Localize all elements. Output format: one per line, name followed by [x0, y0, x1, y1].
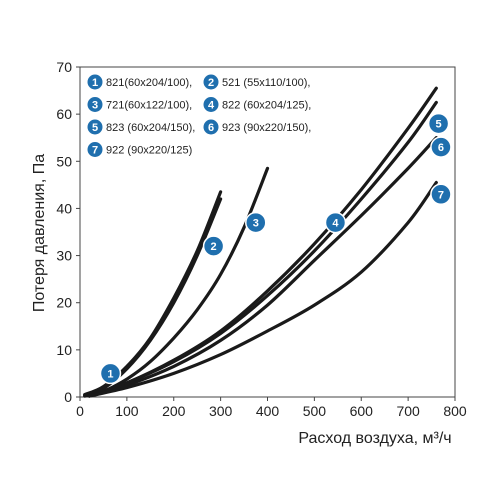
curve-badge-7: 7: [430, 183, 452, 206]
y-tick-label: 40: [56, 200, 72, 216]
curve-badge-6: 6: [430, 136, 452, 158]
badge-circle: [430, 136, 452, 158]
badge-circle: [245, 211, 267, 234]
legend-badge-number: 3: [92, 100, 98, 112]
legend-item-5: 5 823 (60x204/150),: [87, 119, 195, 135]
badge-circle: [427, 112, 450, 135]
legend-item-6: 6 923 (90x220/150),: [203, 119, 311, 135]
legend-item-2: 2 521 (55x110/100),: [203, 74, 310, 90]
legend-label: 823 (60x204/150),: [106, 122, 195, 134]
y-tick-label: 70: [56, 59, 72, 75]
badge-circle: [202, 235, 225, 257]
legend-badge: [87, 119, 103, 135]
curve-badge-2: 2: [202, 235, 225, 257]
legend: 1 821(60x204/100), 2 521 (55x110/100), 3 721(…: [87, 74, 311, 157]
series-line-2: [83, 197, 223, 398]
badge-number: 3: [253, 218, 259, 230]
x-tick-label: 0: [76, 403, 84, 419]
legend-label: 821(60x204/100),: [106, 77, 192, 89]
curve-badge-4: 4: [324, 211, 347, 234]
legend-label: 923 (90x220/150),: [222, 122, 311, 134]
series-layer: [83, 86, 438, 398]
badge-number: 1: [107, 368, 113, 380]
legend-badge: [203, 97, 219, 112]
badge-number: 4: [332, 218, 339, 230]
legend-label: 822 (60x204/125),: [222, 100, 311, 112]
badge-number: 7: [438, 189, 444, 201]
legend-badge-number: 6: [208, 122, 214, 134]
y-tick-label: 50: [56, 153, 72, 169]
curve-badge-1: 1: [99, 362, 122, 385]
x-tick-label: 500: [303, 403, 327, 419]
y-tick-label: 0: [64, 389, 72, 405]
badge-circle: [430, 183, 452, 206]
y-axis-label: Потеря давления, Па: [31, 154, 48, 312]
legend-item-7: 7 922 (90x220/125): [87, 142, 192, 157]
curve-badge-3: 3: [245, 211, 267, 234]
x-tick-label: 600: [350, 403, 374, 419]
legend-item-1: 1 821(60x204/100),: [87, 74, 192, 90]
x-tick-label: 800: [443, 403, 467, 419]
x-tick-label: 300: [209, 403, 233, 419]
legend-badge: [203, 119, 219, 135]
series-line-7: [87, 180, 438, 398]
curve-badge-5: 5: [427, 112, 450, 135]
x-tick-label: 700: [396, 403, 420, 419]
legend-badge-number: 5: [92, 122, 98, 134]
legend-label: 721(60x122/100),: [106, 100, 192, 112]
legend-item-3: 3 721(60x122/100),: [87, 97, 192, 112]
annotation-badges: 1 2 3 4 5 6 7: [99, 112, 452, 385]
legend-badge: [87, 142, 103, 157]
y-tick-label: 20: [56, 295, 72, 311]
y-tick-label: 10: [56, 342, 72, 358]
badge-number: 5: [436, 119, 442, 131]
y-tick-label: 30: [56, 248, 72, 264]
x-tick-label: 100: [115, 403, 139, 419]
legend-item-4: 4 822 (60x204/125),: [203, 97, 311, 112]
badge-number: 2: [211, 241, 217, 253]
legend-badge-number: 2: [208, 77, 214, 89]
legend-badge-number: 1: [92, 77, 98, 89]
legend-badge: [87, 97, 103, 112]
x-axis-label: Расход воздуха, м³/ч: [298, 430, 451, 447]
legend-label: 922 (90x220/125): [106, 145, 192, 157]
y-tick-label: 60: [56, 106, 72, 122]
legend-badge-number: 7: [92, 145, 98, 157]
x-tick-label: 400: [256, 403, 280, 419]
x-tick-label: 200: [162, 403, 186, 419]
axis-ticks: 0 100 200 300 400 500 600 700 800 0 10 20 30 40 50 60 70: [56, 59, 466, 419]
legend-badge: [203, 74, 219, 90]
series-line-5: [87, 86, 438, 398]
legend-label: 521 (55x110/100),: [222, 77, 310, 89]
legend-badge-number: 4: [208, 100, 215, 112]
badge-number: 6: [438, 142, 444, 154]
series-line-6: [87, 136, 438, 398]
legend-badge: [87, 74, 103, 90]
badge-circle: [324, 211, 347, 234]
badge-circle: [99, 362, 122, 385]
